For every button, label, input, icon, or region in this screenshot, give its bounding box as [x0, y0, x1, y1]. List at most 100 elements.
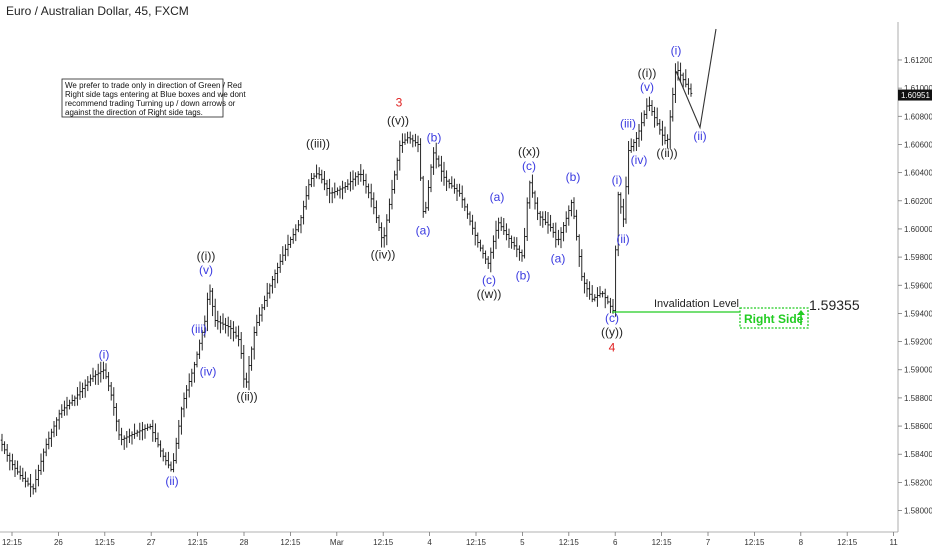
price-bar — [120, 427, 123, 446]
price-bar — [575, 209, 578, 241]
price-bar — [52, 420, 56, 438]
price-bar — [125, 430, 129, 448]
price-bar — [637, 123, 641, 147]
price-bar — [609, 297, 612, 314]
time-tick-label: 8 — [799, 538, 804, 547]
price-tick-label: 1.58600 — [904, 422, 932, 431]
price-bar — [5, 444, 9, 462]
price-bar — [481, 244, 485, 259]
price-bar — [73, 395, 77, 407]
wave-label: (v) — [640, 80, 654, 94]
price-bar — [424, 201, 428, 214]
price-bar — [159, 440, 162, 458]
price-bar — [247, 355, 251, 391]
wave-label: (iii) — [191, 322, 207, 336]
price-bar — [252, 326, 256, 360]
price-bar — [338, 185, 342, 199]
price-bar — [494, 220, 498, 250]
price-bar — [289, 236, 292, 248]
wave-label: (a) — [416, 224, 431, 238]
time-tick-label: 12:15 — [95, 538, 116, 547]
price-bar — [167, 451, 170, 469]
price-bar — [580, 249, 584, 281]
price-bar — [663, 126, 667, 145]
price-bar — [541, 211, 545, 228]
price-bar — [445, 170, 448, 191]
price-bar — [567, 205, 571, 226]
price-bar — [603, 288, 607, 309]
wave-label: ((ii)) — [656, 146, 677, 160]
invalidation-group: Invalidation Level 1.59355 — [612, 297, 860, 313]
time-tick-label: 28 — [240, 538, 249, 547]
price-bar — [276, 262, 279, 284]
wave-label: ((x)) — [518, 145, 540, 159]
price-bar — [492, 235, 495, 259]
price-bar — [440, 155, 443, 182]
price-tick-label: 1.60000 — [904, 225, 932, 234]
price-bar — [291, 228, 295, 244]
price-bar — [208, 284, 212, 306]
up-arrow-head-icon — [797, 310, 805, 315]
price-bar — [185, 385, 188, 409]
price-bar — [596, 287, 599, 307]
time-tick-label: 27 — [147, 538, 156, 547]
price-bars — [0, 61, 693, 498]
price-bar — [128, 428, 131, 444]
price-bar — [403, 133, 407, 145]
price-bar — [442, 161, 446, 186]
wave-label: (c) — [482, 273, 496, 287]
price-bar — [502, 218, 506, 235]
price-bar — [180, 406, 183, 435]
price-bar — [538, 211, 542, 226]
price-bar — [315, 164, 318, 179]
price-bar — [177, 419, 181, 449]
price-bar — [312, 172, 316, 187]
price-bar — [47, 431, 51, 450]
wave-label: (v) — [199, 263, 213, 277]
price-bar — [515, 237, 519, 258]
time-tick-label: 7 — [706, 538, 711, 547]
price-bar — [549, 214, 552, 232]
price-bar — [284, 244, 287, 261]
price-bar — [687, 78, 690, 95]
price-bar — [385, 214, 389, 246]
price-bar — [206, 292, 209, 332]
price-bar — [505, 223, 508, 241]
price-bar — [55, 417, 58, 437]
time-tick-label: 6 — [613, 538, 618, 547]
price-bar — [265, 282, 269, 307]
price-bar — [356, 171, 360, 185]
price-bar — [611, 299, 615, 314]
price-bar — [203, 315, 207, 338]
price-bar — [554, 222, 558, 248]
price-bar — [650, 100, 654, 116]
price-bar — [8, 452, 12, 471]
price-bar — [346, 179, 350, 190]
price-bar — [390, 179, 394, 210]
wave-label: (c) — [605, 311, 619, 325]
price-bar — [294, 224, 298, 242]
price-bar — [268, 283, 272, 299]
price-bar — [455, 183, 459, 202]
wave-label: ((v)) — [387, 114, 409, 128]
price-bar — [536, 197, 539, 221]
projection-path — [675, 28, 717, 130]
price-bar — [466, 203, 469, 219]
price-bar — [320, 169, 324, 184]
price-bar — [37, 464, 40, 487]
price-tick-label: 1.61000 — [904, 84, 932, 93]
price-bar — [195, 351, 199, 368]
price-bar — [323, 171, 326, 191]
wave-label: ((y)) — [601, 325, 623, 339]
time-tick-label: 26 — [54, 538, 63, 547]
price-bar — [245, 372, 248, 388]
price-bar — [551, 222, 555, 238]
price-bar — [161, 448, 165, 462]
wave-label: ((i)) — [638, 66, 657, 80]
price-tick-label: 1.61200 — [904, 56, 932, 65]
price-bar — [606, 295, 610, 305]
price-bar — [193, 361, 196, 383]
price-bar — [242, 344, 246, 388]
price-bar — [476, 232, 480, 248]
price-bar — [81, 382, 84, 398]
